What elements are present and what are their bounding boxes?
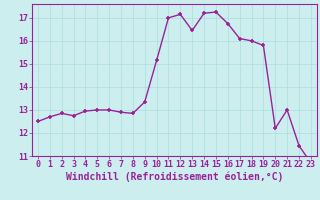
X-axis label: Windchill (Refroidissement éolien,°C): Windchill (Refroidissement éolien,°C)	[66, 172, 283, 182]
